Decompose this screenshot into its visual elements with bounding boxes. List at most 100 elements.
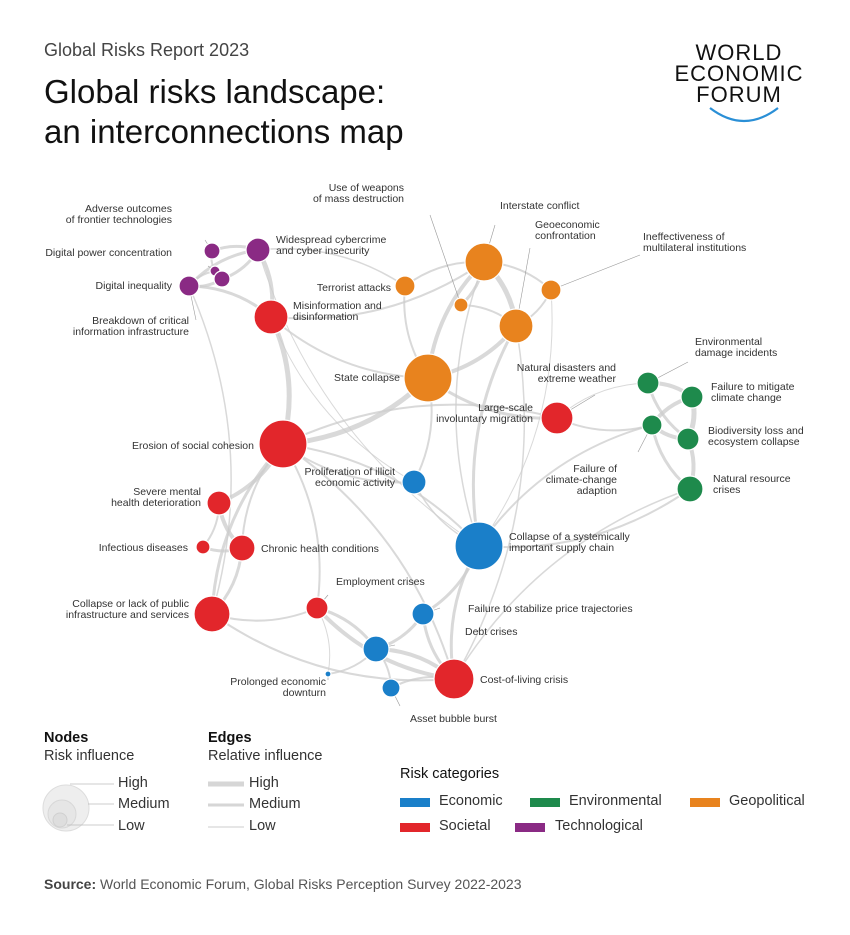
logo-line-1: WORLD [695,40,783,65]
node-wmd [453,297,469,313]
legend-nodes-title: Nodes [44,730,89,746]
legend-node-high: High [118,775,148,791]
edge-social-cohesion-public-infra [210,442,285,615]
legend-edge-low: Low [249,818,276,834]
legend-geopolitical: Geopolitical [729,793,805,809]
node-cost-of-living [433,658,475,700]
title-line-2: an interconnections map [44,113,404,150]
node-misinformation [253,299,289,335]
label-illicit: Proliferation of illicit economic activit… [305,466,396,489]
edge-breakdown-cii-public-infra [188,285,232,615]
edge-migration-social-cohesion [282,403,558,445]
edge-cybercrime-supply-chain [257,249,480,547]
swatch-economic [400,798,430,807]
swatch-societal [400,823,430,832]
swatch-geopolitical [690,798,720,807]
node-social-cohesion [258,419,308,469]
node-interstate [464,242,504,282]
wef-logo: WORLD ECONOMIC FORUM [664,42,814,122]
node-price [411,602,435,626]
legend-edges-title: Edges [208,730,252,746]
node-natural-resource [676,475,704,503]
label-interstate: Interstate conflict [500,200,579,212]
legend-node-medium: Medium [118,796,170,812]
label-social-cohesion: Erosion of social cohesion [132,440,254,452]
legend-environmental: Environmental [569,793,662,809]
label-adaption: Failure of climate-change adaption [546,463,617,497]
legend-edge-medium: Medium [249,796,301,812]
edge-misinformation-interstate [270,261,485,320]
node-biodiversity [676,427,700,451]
label-digital-inequality: Digital inequality [96,280,173,292]
label-mitigate: Failure to mitigate climate change [711,381,795,404]
logo-arc-icon [709,107,779,122]
label-supply-chain: Collapse of a systemically important supp… [509,531,631,554]
node-mitigate [680,385,704,409]
node-infectious [195,539,211,555]
legend-edge-high: High [249,775,279,791]
label-mental-health: Severe mental health deterioration [111,486,201,509]
leader-wmd [429,214,462,306]
legend-nodes-subtitle: Risk influence [44,748,135,764]
label-chronic: Chronic health conditions [261,543,379,555]
edge-multilateral-supply-chain [478,289,553,547]
edge-geoeconomic-cost-of-living [453,325,526,680]
nodes-layer [178,237,704,700]
label-public-infra: Collapse or lack of public infrastructure… [66,598,189,621]
node-adaption [641,414,663,436]
node-migration [540,401,574,435]
legend-edge-widths [208,781,244,828]
label-multilateral: Ineffectiveness of multilateral instituti… [643,231,746,254]
label-state-collapse: State collapse [334,372,400,384]
node-cybercrime [245,237,271,263]
legend-edges-subtitle: Relative influence [208,748,323,764]
edge-social-cohesion-supply-chain [282,443,480,547]
label-biodiversity: Biodiversity loss and ecosystem collapse [708,425,804,448]
node-state-collapse [403,353,453,403]
label-asset-bubble: Asset bubble burst [410,713,497,725]
page-title: Global risks landscape: an interconnecti… [44,72,404,152]
node-supply-chain [454,521,504,571]
label-adverse-outcomes: Adverse outcomes of frontier technologies [66,203,172,226]
node-asset-bubble [381,678,401,698]
edge-geoeconomic-supply-chain [471,325,518,547]
label-cybercrime: Widespread cybercrime and cyber insecurit… [276,234,386,257]
legend-technological: Technological [555,818,643,834]
label-price: Failure to stabilize price trajectories [468,603,633,615]
label-natural-disasters: Natural disasters and extreme weather [517,362,617,385]
title-line-1: Global risks landscape: [44,73,386,110]
edge-adaption-supply-chain [478,424,653,547]
label-migration: Large-scale involuntary migration [436,402,533,425]
logo-line-2: ECONOMIC [674,61,804,86]
label-prolonged: Prolonged economic downturn [230,676,326,699]
label-debt: Debt crises [465,626,518,638]
label-wmd: Use of weapons of mass destruction [313,182,404,205]
edge-cybercrime-terrorist [257,247,406,287]
label-infectious: Infectious diseases [99,542,188,554]
source-note: Source: World Economic Forum, Global Ris… [44,876,522,892]
report-name: Global Risks Report 2023 [44,40,250,60]
source-label: Source: [44,876,97,892]
edge-public-infra-cost-of-living [211,613,455,682]
node-mental-health [206,490,232,516]
labels-layer: Adverse outcomes of frontier technologies… [45,182,804,725]
legend-economic: Economic [439,793,503,809]
label-digital-power: Digital power concentration [45,247,172,259]
node-prolonged [324,670,332,678]
label-breakdown-cii: Breakdown of critical information infrast… [73,315,189,338]
node-public-infra [193,595,231,633]
label-natural-resource: Natural resource crises [713,473,791,496]
swatch-environmental [530,798,560,807]
label-terrorist: Terrorist attacks [317,282,391,294]
legend-node-sizes [42,783,114,832]
legend-node-low: Low [118,818,145,834]
logo-line-3: FORUM [696,82,782,107]
node-multilateral [540,279,562,301]
node-illicit [401,469,427,495]
edge-natural-resource-cost-of-living [453,488,691,680]
node-employment [305,596,329,620]
edge-interstate-supply-chain [455,261,485,547]
label-employment: Employment crises [336,576,425,588]
leader-multilateral [550,254,641,291]
label-geoeconomic: Geoeconomic confrontation [535,219,600,242]
